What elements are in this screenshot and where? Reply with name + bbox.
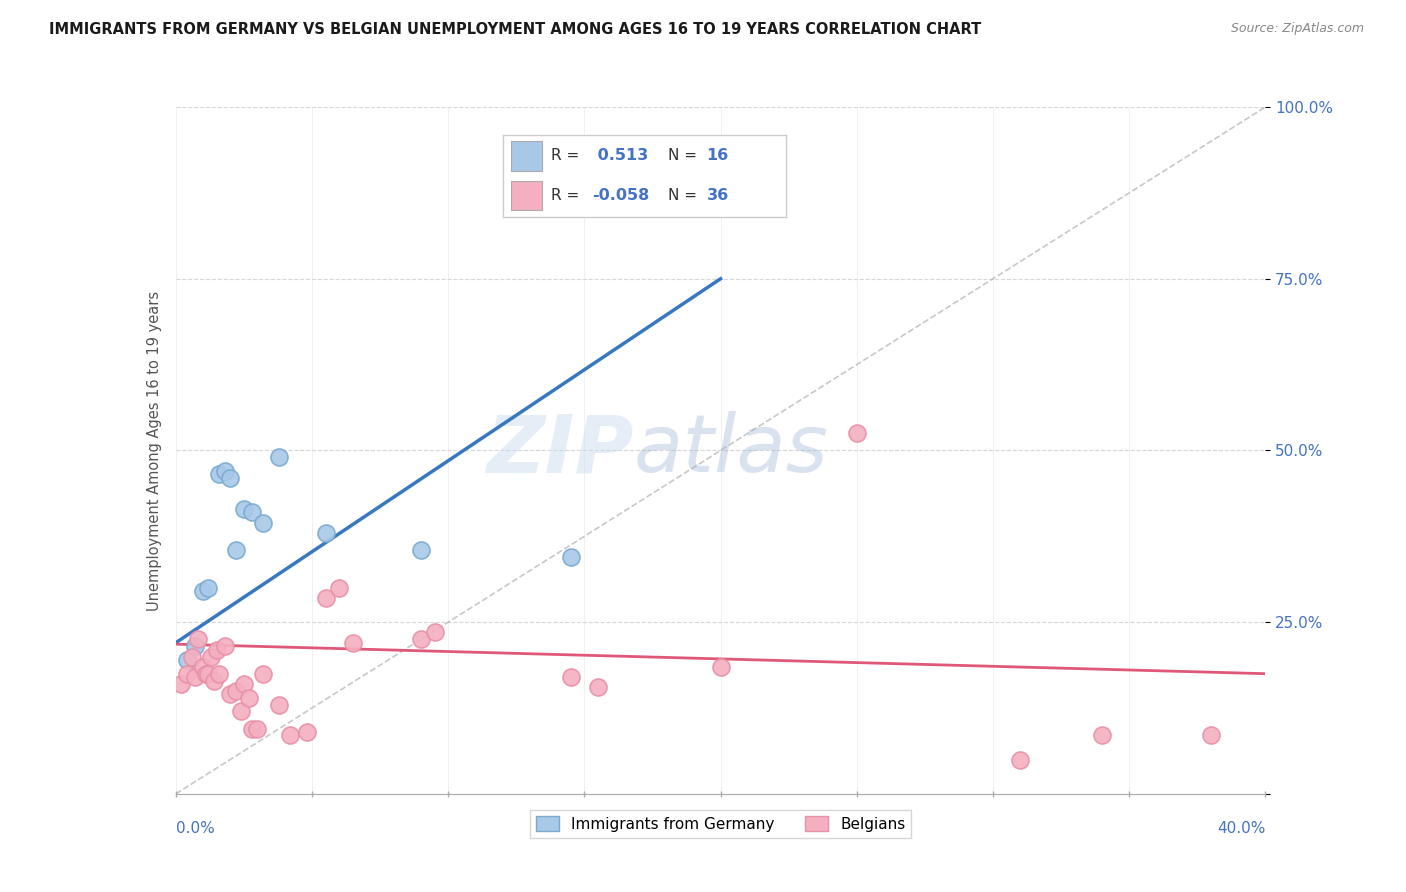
Point <box>252 666 274 681</box>
Text: -0.058: -0.058 <box>592 188 650 203</box>
Point <box>423 625 446 640</box>
Text: atlas: atlas <box>633 411 828 490</box>
Point <box>315 591 337 606</box>
Point <box>295 725 318 739</box>
Text: 0.513: 0.513 <box>592 148 648 163</box>
Point <box>1199 729 1222 743</box>
Point <box>269 450 291 465</box>
Point <box>1091 729 1114 743</box>
Point <box>208 666 231 681</box>
Point <box>252 516 274 530</box>
Point <box>219 687 242 701</box>
Point <box>181 649 204 664</box>
Point <box>219 471 242 485</box>
Text: R =: R = <box>551 148 583 163</box>
Point <box>409 543 432 558</box>
Point <box>176 666 198 681</box>
Point <box>315 525 337 540</box>
Point <box>184 639 207 653</box>
Text: 36: 36 <box>707 188 728 203</box>
Point <box>184 670 207 684</box>
Point <box>586 681 609 695</box>
Legend: Immigrants from Germany, Belgians: Immigrants from Germany, Belgians <box>530 810 911 838</box>
Point <box>186 632 209 647</box>
Point <box>194 666 217 681</box>
Point <box>328 581 350 595</box>
Text: N =: N = <box>668 188 702 203</box>
Point <box>225 683 247 698</box>
Point <box>232 501 254 516</box>
Text: ZIP: ZIP <box>486 411 633 490</box>
Point <box>232 677 254 691</box>
Point <box>197 581 219 595</box>
Point <box>214 639 236 653</box>
Point <box>240 505 263 519</box>
Point <box>710 660 733 674</box>
Point <box>202 673 225 688</box>
Point <box>1010 753 1032 767</box>
Point <box>225 543 247 558</box>
Point <box>176 653 198 667</box>
Point <box>200 649 222 664</box>
Point <box>409 632 432 647</box>
Point <box>191 584 214 599</box>
Point <box>240 722 263 736</box>
Point <box>208 467 231 482</box>
Point <box>197 666 219 681</box>
Text: IMMIGRANTS FROM GERMANY VS BELGIAN UNEMPLOYMENT AMONG AGES 16 TO 19 YEARS CORREL: IMMIGRANTS FROM GERMANY VS BELGIAN UNEMP… <box>49 22 981 37</box>
Point <box>191 660 214 674</box>
Point <box>560 670 582 684</box>
Bar <box>512 141 543 170</box>
Point <box>278 729 301 743</box>
Point <box>214 464 236 478</box>
Point <box>845 426 868 441</box>
Point <box>170 677 193 691</box>
Y-axis label: Unemployment Among Ages 16 to 19 years: Unemployment Among Ages 16 to 19 years <box>146 291 162 610</box>
Bar <box>512 181 543 211</box>
Point <box>231 705 253 719</box>
Text: N =: N = <box>668 148 702 163</box>
Text: Source: ZipAtlas.com: Source: ZipAtlas.com <box>1230 22 1364 36</box>
Point <box>246 722 269 736</box>
Point <box>342 636 364 650</box>
Point <box>205 642 228 657</box>
Point <box>560 549 582 564</box>
Point <box>238 690 260 705</box>
Point <box>641 141 664 155</box>
Text: 16: 16 <box>707 148 728 163</box>
Text: 40.0%: 40.0% <box>1218 822 1265 837</box>
Text: R =: R = <box>551 188 583 203</box>
Point <box>269 698 291 712</box>
Text: 0.0%: 0.0% <box>176 822 215 837</box>
